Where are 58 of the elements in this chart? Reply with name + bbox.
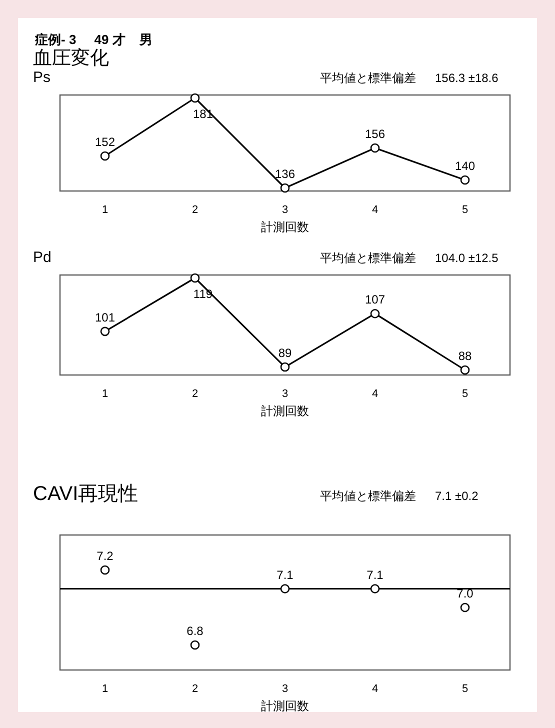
data-label: 136 bbox=[274, 167, 296, 181]
data-label: 140 bbox=[454, 159, 476, 173]
data-label: 152 bbox=[94, 135, 116, 149]
data-label: 7.1 bbox=[276, 568, 294, 582]
point bbox=[460, 602, 470, 612]
data-label: 89 bbox=[278, 346, 292, 360]
text: 平均値と標準偏差 bbox=[320, 251, 416, 265]
point bbox=[280, 362, 290, 372]
point bbox=[190, 640, 200, 650]
data-label: 6.8 bbox=[186, 624, 204, 638]
point bbox=[370, 584, 380, 594]
chart-title: Ps bbox=[33, 69, 51, 86]
data-label: 7.0 bbox=[456, 586, 474, 600]
point bbox=[460, 175, 470, 185]
data-label: 107 bbox=[364, 292, 386, 307]
text: 7.1 ±0.2 bbox=[435, 489, 479, 503]
chart-title: Pd bbox=[33, 249, 52, 266]
x-tick-label: 2 bbox=[192, 683, 198, 695]
point bbox=[370, 143, 380, 153]
x-axis-title: 計測回数 bbox=[261, 404, 309, 418]
x-tick-label: 5 bbox=[462, 388, 468, 400]
x-tick-label: 1 bbox=[102, 204, 108, 216]
data-label: 7.2 bbox=[96, 549, 114, 563]
data-label: 156 bbox=[364, 127, 386, 141]
x-tick-label: 1 bbox=[102, 683, 108, 695]
data-label: 7.1 bbox=[366, 568, 384, 582]
x-tick-label: 4 bbox=[372, 683, 378, 695]
point bbox=[460, 365, 470, 375]
point bbox=[100, 565, 110, 575]
point bbox=[370, 308, 380, 318]
x-tick-label: 1 bbox=[102, 388, 108, 400]
text: 平均値と標準偏差 bbox=[320, 489, 416, 503]
text: 156.3 ±18.6 bbox=[435, 71, 499, 85]
text: 症例- 3 49 才 男 bbox=[34, 32, 153, 47]
chart-title: CAVI再現性 bbox=[33, 483, 138, 505]
x-axis-title: 計測回数 bbox=[261, 220, 309, 234]
x-tick-label: 2 bbox=[192, 204, 198, 216]
text: 平均値と標準偏差 bbox=[320, 71, 416, 85]
data-label: 88 bbox=[458, 349, 472, 363]
text: 104.0 ±12.5 bbox=[435, 251, 499, 265]
data-label: 101 bbox=[94, 310, 116, 324]
data-label: 181 bbox=[192, 107, 214, 121]
x-axis-title: 計測回数 bbox=[261, 699, 309, 713]
x-tick-label: 4 bbox=[372, 388, 378, 400]
text: 血圧変化 bbox=[33, 47, 109, 69]
point bbox=[280, 584, 290, 594]
x-tick-label: 3 bbox=[282, 388, 288, 400]
point bbox=[100, 326, 110, 336]
x-tick-label: 3 bbox=[282, 204, 288, 216]
x-tick-label: 4 bbox=[372, 204, 378, 216]
point bbox=[280, 183, 290, 193]
point bbox=[190, 273, 200, 283]
point bbox=[190, 93, 200, 103]
x-tick-label: 5 bbox=[462, 683, 468, 695]
x-tick-label: 5 bbox=[462, 204, 468, 216]
point bbox=[100, 151, 110, 161]
x-tick-label: 3 bbox=[282, 683, 288, 695]
x-tick-label: 2 bbox=[192, 388, 198, 400]
